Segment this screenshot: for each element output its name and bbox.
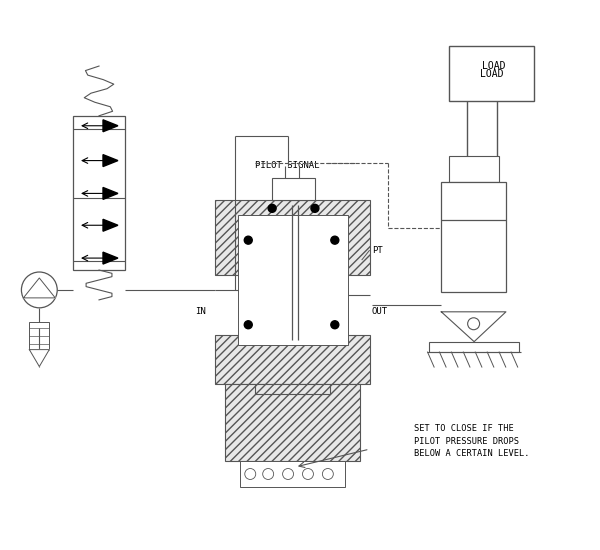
Circle shape [331,236,339,244]
Bar [73,116,125,270]
Text: PT: PT [371,246,382,255]
Bar [272,179,315,200]
Text: PILOT SIGNAL: PILOT SIGNAL [255,161,320,170]
Polygon shape [103,120,118,132]
Polygon shape [441,312,506,342]
Bar [238,215,348,345]
Bar [29,322,49,350]
Text: LOAD: LOAD [480,69,503,79]
Bar [449,156,499,183]
Polygon shape [29,350,49,366]
Polygon shape [103,252,118,264]
Polygon shape [23,278,55,298]
Circle shape [244,321,252,329]
Bar [215,200,370,275]
Polygon shape [103,188,118,200]
Text: SET TO CLOSE IF THE
PILOT PRESSURE DROPS
BELOW A CERTAIN LEVEL.: SET TO CLOSE IF THE PILOT PRESSURE DROPS… [415,424,530,458]
Circle shape [331,321,339,329]
Bar [215,335,370,384]
Text: LOAD: LOAD [482,61,506,71]
Circle shape [268,205,276,212]
Bar [241,461,345,487]
Bar [430,342,519,351]
Bar [226,384,359,461]
Circle shape [244,236,252,244]
Text: OUT: OUT [371,307,388,316]
Circle shape [311,205,319,212]
Polygon shape [103,219,118,231]
Text: IN: IN [195,307,205,316]
Bar [449,46,534,101]
Bar [441,183,506,292]
Polygon shape [103,155,118,167]
